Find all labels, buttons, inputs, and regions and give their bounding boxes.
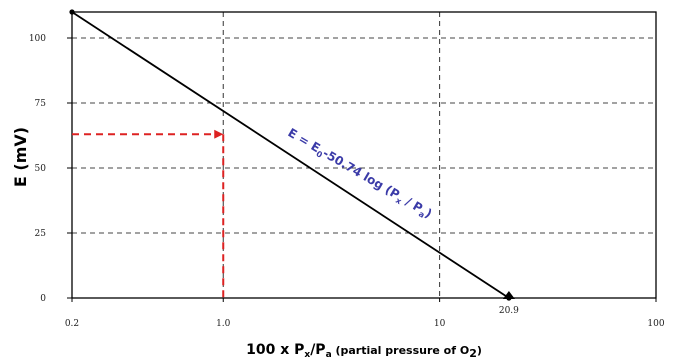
y-tick-label: 25 (35, 229, 47, 239)
grid-lines (72, 12, 656, 298)
xlabel-main: 100 x P (246, 342, 304, 358)
xlabel-paren: (partial pressure of O (332, 344, 470, 357)
y-tick-label: 0 (40, 294, 46, 304)
eq-close: ) (423, 206, 435, 221)
reference-lines (72, 129, 225, 298)
x-tick-label: 0.2 (65, 319, 79, 329)
eq-subx: x (394, 196, 404, 207)
eq-suba: a (417, 209, 426, 219)
end-point-marker (502, 291, 515, 299)
x-tick-label: 100 (647, 319, 664, 329)
x-axis-label: 100 x Px/Pa (partial pressure of O2) (246, 342, 482, 360)
data-point (69, 9, 75, 15)
xlabel-sub-a: a (326, 350, 332, 360)
xlabel-close: ) (477, 344, 482, 357)
y-axis-label: E (mV) (11, 127, 30, 187)
x-tick-label: 10 (434, 319, 446, 329)
eq-mid: -50.74 log (P (320, 146, 402, 202)
x-tick-label: 1.0 (216, 319, 231, 329)
y-tick-label: 100 (29, 34, 46, 44)
eq-sub0: 0 (314, 149, 324, 160)
y-tick-label: 75 (35, 99, 47, 109)
series-line (71, 11, 510, 299)
x-axis-ticks: 0.2 1.0 10 100 (65, 298, 665, 329)
plot-frame (71, 11, 657, 299)
equation-annotation: E = E0-50.74 log (Px / Pa) (284, 126, 434, 223)
xlabel-mid: /P (310, 342, 325, 358)
xlabel-sub-2: 2 (469, 347, 477, 360)
end-point-label: 20.9 (499, 306, 519, 316)
xlabel-sub-x: x (304, 350, 310, 360)
y-tick-label: 50 (35, 164, 47, 174)
series-layer (69, 9, 515, 301)
y-axis-ticks: 0 25 50 75 100 (29, 34, 72, 304)
